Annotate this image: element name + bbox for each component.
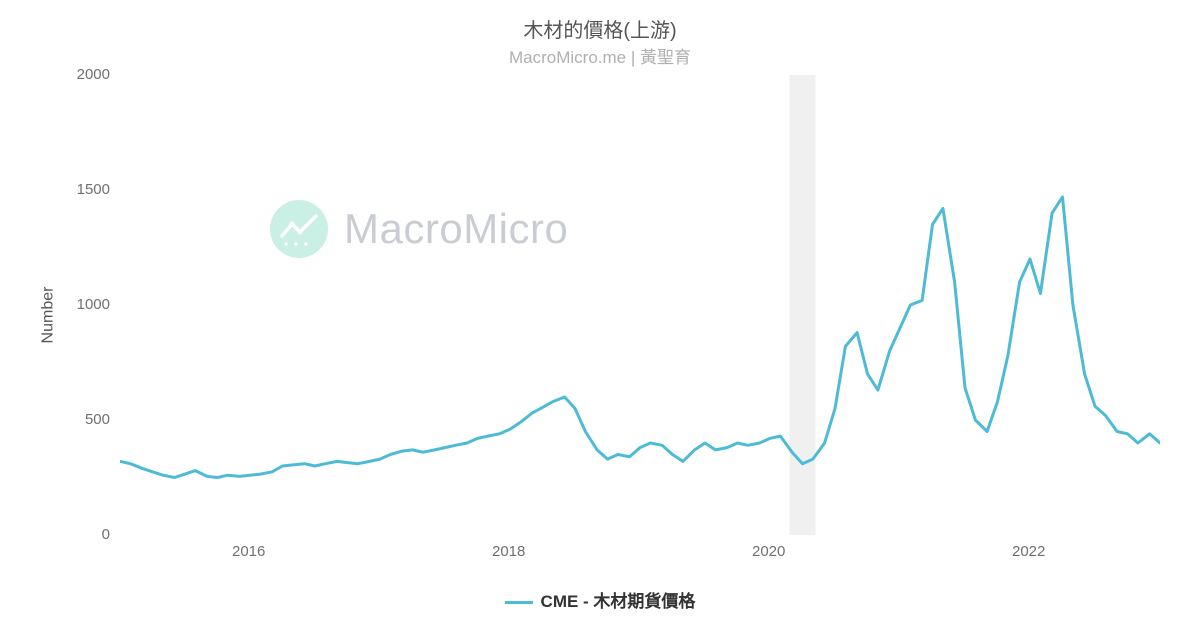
legend-swatch [505, 601, 533, 604]
x-tick-label: 2022 [1012, 543, 1045, 560]
y-tick-label: 0 [102, 526, 110, 543]
x-tick-label: 2020 [752, 543, 785, 560]
chart-title: 木材的價格(上游) [0, 14, 1200, 43]
y-axis-label: Number [39, 287, 57, 344]
y-tick-label: 1000 [77, 296, 110, 313]
y-tick-label: 1500 [77, 181, 110, 198]
x-tick-label: 2018 [492, 543, 525, 560]
y-tick-label: 500 [85, 411, 110, 428]
x-tick-label: 2016 [232, 543, 265, 560]
legend-label: CME - 木材期貨價格 [541, 592, 696, 611]
chart-container: 木材的價格(上游) MacroMicro.me | 黃聖育 Number Mac… [0, 0, 1200, 630]
line-chart [120, 75, 1160, 535]
y-tick-label: 2000 [77, 66, 110, 83]
chart-subtitle: MacroMicro.me | 黃聖育 [0, 43, 1200, 68]
legend: CME - 木材期貨價格 [0, 587, 1200, 612]
